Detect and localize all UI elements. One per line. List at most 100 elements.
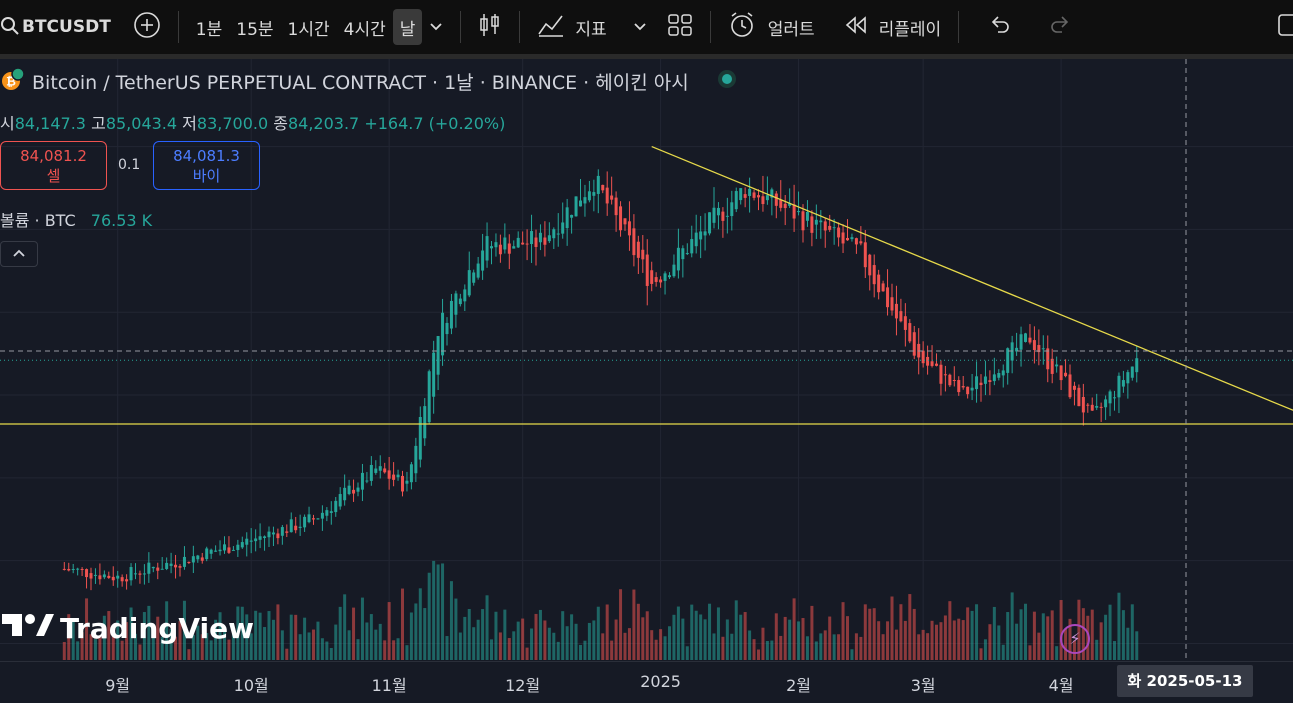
interval-1h[interactable]: 1시간 [287, 19, 330, 40]
volume-bar [85, 598, 89, 660]
volume-bar [142, 612, 146, 660]
candle-body [472, 272, 476, 283]
collapse-legend-button[interactable] [0, 241, 38, 267]
volume-bar [1006, 612, 1010, 660]
replay-button[interactable]: 리플레이 [836, 9, 949, 45]
volume-bar [570, 614, 574, 660]
candle-body [1090, 404, 1094, 411]
volume-bar [837, 634, 841, 660]
volume-bar [80, 632, 84, 660]
candle-body [650, 270, 654, 284]
buy-button[interactable]: 84,081.3 바이 [153, 141, 260, 190]
volume-bar [903, 620, 907, 660]
close-value: 84,203.7 [287, 114, 360, 133]
alert-label: 얼러트 [767, 19, 815, 40]
candle-body [1059, 365, 1063, 381]
add-symbol-button[interactable] [126, 9, 168, 45]
volume-bar [877, 621, 881, 660]
volume-bar [886, 621, 890, 660]
volume-bar [93, 639, 97, 660]
volume-bar [1108, 604, 1112, 660]
redo-button[interactable] [1041, 9, 1079, 45]
volume-bar [828, 616, 832, 660]
volume-bar [850, 649, 854, 660]
chart-overlays [0, 59, 1293, 660]
candle-body [187, 561, 191, 564]
volume-bar [347, 630, 351, 660]
layout-button[interactable] [660, 9, 700, 45]
indicators-menu-button[interactable] [626, 9, 654, 45]
sell-button[interactable]: 84,081.2 셀 [0, 141, 107, 190]
candle-body [205, 548, 209, 560]
symbol-search[interactable]: BTCUSDT [0, 9, 118, 45]
volume-bar [605, 604, 609, 660]
symbol-title[interactable]: Bitcoin / TetherUS PERPETUAL CONTRACT · … [32, 71, 689, 94]
volume-bar [663, 636, 667, 660]
candle-body [338, 494, 342, 507]
interval-menu-button[interactable] [422, 9, 450, 45]
candle-body [463, 289, 467, 302]
indicators-button[interactable]: 지표 [530, 9, 613, 45]
candle-body [761, 196, 765, 205]
volume-bar [494, 611, 498, 660]
volume-bar [801, 618, 805, 660]
candle-body [681, 248, 685, 260]
candle-body [632, 228, 636, 256]
candle-body [654, 277, 658, 282]
candle-body [494, 242, 498, 248]
volume-bar [859, 636, 863, 660]
interval-1m[interactable]: 1분 [195, 19, 223, 40]
candle-body [125, 579, 129, 582]
volume-bar [1024, 603, 1027, 660]
volume-bar [957, 618, 961, 660]
candle-body [890, 297, 894, 311]
volume-bar [574, 623, 578, 660]
volume-bar [1001, 644, 1005, 660]
interval-1d[interactable]: 날 [392, 9, 423, 45]
volume-bar [89, 634, 93, 660]
volume-bar [476, 619, 480, 660]
candle-body [797, 211, 801, 213]
candle-body [360, 472, 364, 490]
candle-body [988, 380, 992, 382]
volume-bar [102, 615, 106, 660]
candle-body [886, 287, 890, 308]
volume-bar [943, 615, 947, 660]
chart-type-button[interactable] [471, 9, 509, 45]
volume-bar [387, 602, 391, 660]
volume-bar [1104, 614, 1108, 660]
volume-bar [125, 622, 129, 660]
alert-button[interactable]: 얼러트 [721, 9, 822, 45]
time-axis[interactable]: 9월10월11월12월20252월3월4월6월 [0, 661, 1293, 703]
undo-button[interactable] [981, 9, 1019, 45]
candle-body [850, 237, 854, 240]
candle-body [414, 445, 418, 474]
volume-bar [587, 622, 591, 660]
volume-bar [138, 644, 142, 660]
fullscreen-button[interactable] [1270, 9, 1293, 45]
candle-body [823, 221, 827, 231]
flash-icon[interactable]: ⚡ [1060, 624, 1090, 654]
volume-bar [681, 618, 685, 660]
volume-label: 볼륨 · BTC [0, 211, 76, 230]
candle-body [200, 557, 204, 561]
candle-body [423, 406, 427, 439]
volume-bar [743, 612, 747, 660]
close-label: 종 [273, 114, 288, 133]
volume-bar [970, 610, 974, 660]
volume-bar [1028, 645, 1032, 660]
candle-body [347, 485, 351, 495]
interval-4h[interactable]: 4시간 [343, 19, 386, 40]
interval-15m[interactable]: 15분 [236, 19, 274, 40]
volume-bar [1126, 627, 1130, 660]
candle-body [805, 212, 809, 221]
candle-body [854, 238, 858, 245]
volume-bar [62, 641, 66, 660]
candle-body [227, 547, 231, 553]
candle-body [552, 229, 556, 239]
volume-bar [579, 644, 582, 660]
candle-body [703, 231, 707, 236]
candle-body [1037, 345, 1041, 353]
price-chart[interactable] [0, 59, 1293, 661]
volume-bar [116, 620, 120, 660]
